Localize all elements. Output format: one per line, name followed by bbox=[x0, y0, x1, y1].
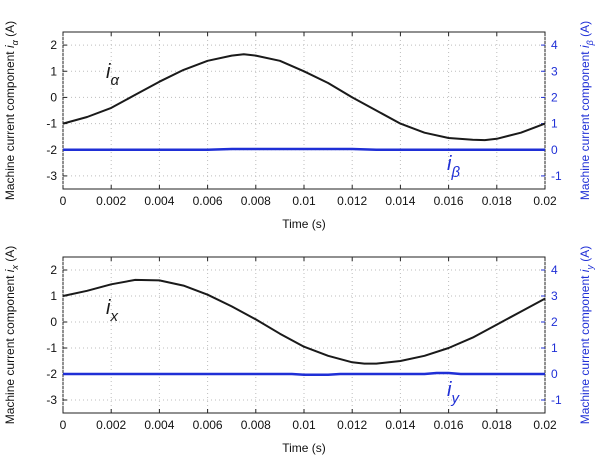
x-tick-label: 0.002 bbox=[96, 194, 126, 208]
x-axis-label: Time (s) bbox=[282, 441, 326, 455]
y-tick-label-right: 2 bbox=[551, 90, 558, 104]
y-axis-label-left: Machine current component ix (A) bbox=[3, 246, 20, 425]
x-tick-label: 0 bbox=[60, 418, 67, 432]
secondary-current-line bbox=[63, 371, 545, 377]
y-tick-label-right: 3 bbox=[551, 289, 558, 303]
y-tick-label-right: 3 bbox=[551, 64, 558, 78]
y-tick-label-left: 0 bbox=[50, 315, 57, 329]
plot-frame bbox=[62, 31, 546, 190]
x-tick-label: 0.01 bbox=[292, 418, 316, 432]
y-axis-label-right: Machine current component iy (A) bbox=[578, 246, 595, 425]
series-annotation: ix bbox=[106, 297, 118, 325]
y-tick-label-right: -1 bbox=[551, 393, 562, 407]
y-tick-label-left: 0 bbox=[50, 90, 57, 104]
x-tick-label: 0.002 bbox=[96, 418, 126, 432]
x-tick-label: 0.016 bbox=[434, 194, 464, 208]
x-tick-label: 0.012 bbox=[337, 418, 367, 432]
x-tick-label: 0.018 bbox=[482, 418, 512, 432]
y-tick-label-left: -2 bbox=[46, 143, 57, 157]
x-tick-label: 0.012 bbox=[337, 194, 367, 208]
series-annotation: iy bbox=[447, 379, 460, 407]
x-tick-label: 0.008 bbox=[241, 194, 271, 208]
y-tick-label-left: -3 bbox=[46, 393, 57, 407]
y-tick-label-left: 2 bbox=[50, 38, 57, 52]
x-tick-label: 0.004 bbox=[144, 418, 174, 432]
x-tick-label: 0.008 bbox=[241, 418, 271, 432]
y-tick-label-right: 4 bbox=[551, 263, 558, 277]
y-tick-label-right: 1 bbox=[551, 117, 558, 131]
primary-current-line bbox=[62, 278, 546, 365]
y-axis-label-left: Machine current component iα (A) bbox=[3, 21, 20, 200]
secondary-current-line bbox=[63, 147, 545, 152]
primary-current-line bbox=[62, 53, 546, 142]
y-tick-label-right: 4 bbox=[551, 38, 558, 52]
x-tick-label: 0.004 bbox=[144, 194, 174, 208]
x-tick-label: 0.02 bbox=[533, 194, 557, 208]
x-tick-label: 0.016 bbox=[434, 418, 464, 432]
x-tick-label: 0.014 bbox=[385, 194, 415, 208]
y-tick-label-left: 1 bbox=[50, 64, 57, 78]
y-tick-label-right: -1 bbox=[551, 169, 562, 183]
y-tick-label-left: 2 bbox=[50, 263, 57, 277]
y-tick-label-left: 1 bbox=[50, 289, 57, 303]
y-tick-label-right: 0 bbox=[551, 367, 558, 381]
series-annotation: iα bbox=[106, 61, 119, 89]
x-tick-label: 0.01 bbox=[292, 194, 316, 208]
bottom-chart-panel: 0 0.002 0.004 0.006 0.008 0.01 0.012 0.014 0.016… bbox=[3, 246, 595, 455]
x-axis-label: Time (s) bbox=[282, 217, 326, 231]
x-tick-label: 0.006 bbox=[193, 194, 223, 208]
y-tick-label-left: -3 bbox=[46, 169, 57, 183]
y-tick-label-right: 1 bbox=[551, 341, 558, 355]
y-axis-label-right: Machine current component iβ (A) bbox=[578, 21, 595, 200]
x-tick-label: 0 bbox=[60, 194, 67, 208]
y-tick-label-right: 2 bbox=[551, 315, 558, 329]
x-tick-label: 0.014 bbox=[385, 418, 415, 432]
y-tick-label-left: -1 bbox=[46, 341, 57, 355]
y-tick-label-right: 0 bbox=[551, 143, 558, 157]
x-tick-label: 0.006 bbox=[193, 418, 223, 432]
series-annotation: iβ bbox=[447, 153, 460, 181]
y-tick-label-left: -1 bbox=[46, 117, 57, 131]
x-tick-label: 0.018 bbox=[482, 194, 512, 208]
top-chart-panel: 0 0.002 0.004 0.006 0.008 0.01 0.012 0.014 0.016… bbox=[3, 21, 595, 231]
x-tick-label: 0.02 bbox=[533, 418, 557, 432]
y-tick-label-left: -2 bbox=[46, 367, 57, 381]
